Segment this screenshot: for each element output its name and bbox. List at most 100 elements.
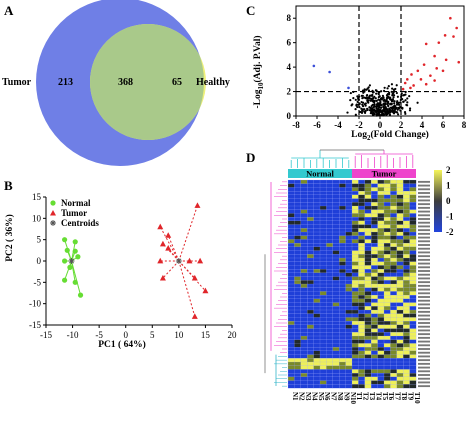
heatmap-cell <box>294 280 302 285</box>
pca-normal-point <box>64 247 70 253</box>
heatmap-cell <box>332 194 340 199</box>
heatmap-row-label <box>418 221 430 224</box>
heatmap-cell <box>364 332 372 337</box>
volcano-ns-point <box>376 114 380 117</box>
heatmap-cell <box>339 332 346 337</box>
heatmap-cell <box>371 235 378 240</box>
heatmap-cell <box>313 373 321 378</box>
heatmap-cell <box>396 339 404 344</box>
volcano-ns-point <box>388 113 392 116</box>
heatmap-cell <box>307 276 314 281</box>
heatmap-cell <box>307 254 314 259</box>
venn-overlap-count: 368 <box>118 77 133 88</box>
pca-ytick-label: 0 <box>37 256 42 266</box>
volcano-ns-point <box>375 103 378 106</box>
heatmap-cell <box>383 187 391 192</box>
heatmap-cell <box>287 354 295 359</box>
heatmap-cell <box>358 309 366 314</box>
heatmap-cell <box>351 313 359 318</box>
heatmap-cell <box>371 384 378 389</box>
volcano-ns-point <box>375 89 378 92</box>
heatmap-cell <box>364 369 372 374</box>
heatmap-cell <box>383 324 391 329</box>
heatmap-cell <box>287 369 295 374</box>
volcano-up-point <box>455 26 458 30</box>
heatmap-cell <box>403 194 410 199</box>
heatmap-cell <box>332 358 340 363</box>
heatmap-cell <box>377 291 385 296</box>
heatmap-cell <box>390 224 398 229</box>
heatmap-cell <box>358 369 366 374</box>
heatmap-cell <box>371 191 378 196</box>
pca-xtick-label: 0 <box>123 330 128 340</box>
heatmap-cell <box>409 224 417 229</box>
heatmap-cell <box>326 365 334 370</box>
heatmap-cell <box>390 243 398 248</box>
heatmap-cell <box>319 321 327 326</box>
heatmap-cell <box>371 380 378 385</box>
heatmap-cell <box>371 350 378 355</box>
heatmap-cell <box>364 283 372 288</box>
heatmap-cell <box>383 217 391 222</box>
volcano-ns-point <box>401 97 404 101</box>
heatmap-cell <box>332 183 340 188</box>
volcano-ns-point <box>352 97 355 100</box>
colorbar-tick-label: 0 <box>446 196 451 206</box>
heatmap-cell <box>339 250 346 255</box>
volcano-up-point <box>437 41 441 44</box>
heatmap-cell <box>345 369 353 374</box>
heatmap-row-label <box>418 288 430 291</box>
heatmap-cell <box>377 380 385 385</box>
heatmap-cell <box>371 213 378 218</box>
heatmap-cell <box>313 335 321 340</box>
heatmap-cell <box>319 332 327 337</box>
heatmap-cell <box>345 198 353 203</box>
heatmap-cell <box>358 213 366 218</box>
heatmap-cell <box>345 313 353 318</box>
heatmap-cell <box>358 209 366 214</box>
heatmap-cell <box>319 283 327 288</box>
heatmap-cell <box>307 239 314 244</box>
heatmap-cell <box>396 261 404 266</box>
heatmap-cell <box>345 209 353 214</box>
heatmap-cell <box>383 298 391 303</box>
heatmap-cell <box>351 205 359 210</box>
heatmap-cell <box>326 306 334 311</box>
heatmap-cell <box>351 265 359 270</box>
heatmap-cell <box>403 302 410 307</box>
heatmap-cell <box>300 313 308 318</box>
volcano-ns-point <box>377 98 380 101</box>
heatmap-cell <box>294 261 302 266</box>
heatmap-cell <box>396 254 404 259</box>
heatmap-cell <box>313 265 321 270</box>
heatmap-cell <box>313 347 321 352</box>
heatmap-cell <box>383 361 391 366</box>
heatmap-cell <box>371 254 378 259</box>
pca-xtick-label: 20 <box>228 330 238 340</box>
pca-tumor-point <box>191 313 198 319</box>
heatmap-cell <box>300 224 308 229</box>
heatmap-cell <box>339 358 346 363</box>
heatmap-cell <box>396 309 404 314</box>
heatmap-cell <box>332 261 340 266</box>
heatmap-cell <box>345 373 353 378</box>
heatmap-cell <box>319 384 327 389</box>
heatmap-cell <box>396 324 404 329</box>
heatmap-cell <box>364 205 372 210</box>
heatmap-cell <box>307 280 314 285</box>
heatmap-cell <box>351 243 359 248</box>
heatmap-cell <box>396 302 404 307</box>
heatmap-cell <box>319 205 327 210</box>
heatmap-cell <box>371 179 378 184</box>
heatmap-cell <box>390 246 398 251</box>
heatmap-cell <box>339 365 346 370</box>
heatmap-cell <box>409 213 417 218</box>
heatmap-cell <box>351 306 359 311</box>
heatmap-cell <box>377 205 385 210</box>
heatmap-cell <box>339 265 346 270</box>
heatmap-cell <box>403 343 410 348</box>
heatmap-cell <box>383 254 391 259</box>
volcano-down-point <box>312 64 316 68</box>
heatmap-cell <box>390 194 398 199</box>
heatmap-cell <box>351 343 359 348</box>
